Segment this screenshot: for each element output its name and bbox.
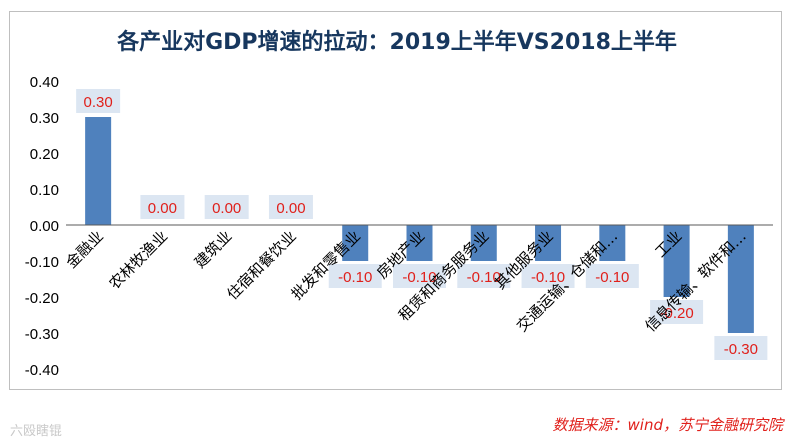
data-label: -0.20 bbox=[659, 305, 693, 322]
data-label: 0.00 bbox=[212, 200, 241, 217]
watermark: 六殴瞎锟 bbox=[10, 424, 63, 439]
data-label: 0.00 bbox=[276, 200, 305, 217]
data-label-bg bbox=[457, 264, 511, 288]
data-label-bg bbox=[393, 264, 446, 288]
data-label: -0.10 bbox=[467, 269, 501, 286]
chart-frame: 各产业对GDP增速的拉动：2019上半年VS2018上半年 0.40 0.30 0.2… bbox=[9, 11, 782, 390]
data-label-bg bbox=[650, 300, 704, 324]
data-label: -0.10 bbox=[338, 269, 372, 286]
y-tick-label: 0.40 bbox=[30, 74, 59, 91]
y-tick-label: -0.10 bbox=[25, 254, 59, 271]
bar bbox=[470, 225, 497, 261]
data-label-bg bbox=[328, 264, 382, 288]
bar bbox=[663, 225, 690, 297]
y-tick-label: -0.40 bbox=[25, 362, 59, 379]
data-label-bg bbox=[204, 195, 249, 219]
bar bbox=[727, 225, 754, 333]
y-tick-label: -0.30 bbox=[25, 326, 59, 343]
x-category-label: 金融业 bbox=[62, 227, 107, 272]
data-label-bg bbox=[140, 195, 185, 219]
data-label-bg bbox=[585, 264, 639, 288]
data-label-bg bbox=[268, 195, 313, 219]
chart-title: 各产业对GDP增速的拉动：2019上半年VS2018上半年 bbox=[116, 29, 677, 55]
x-category-label: 农林牧渔业 bbox=[105, 227, 171, 293]
x-category-label: 建筑业 bbox=[191, 227, 236, 272]
data-label: -0.10 bbox=[595, 269, 629, 286]
data-label: -0.10 bbox=[531, 269, 565, 286]
data-label-bg bbox=[76, 89, 121, 113]
chart-svg: 各产业对GDP增速的拉动：2019上半年VS2018上半年 0.40 0.30 0.2… bbox=[25, 29, 773, 379]
bar bbox=[599, 225, 626, 261]
y-tick-label: 0.20 bbox=[30, 146, 59, 163]
data-label: -0.30 bbox=[724, 341, 758, 358]
bar bbox=[85, 117, 112, 225]
bar bbox=[342, 225, 369, 261]
y-tick-label: 0.00 bbox=[30, 218, 59, 235]
y-tick-label: -0.20 bbox=[25, 290, 59, 307]
data-label: 0.30 bbox=[84, 94, 113, 111]
bar bbox=[535, 225, 562, 261]
data-label: 0.00 bbox=[148, 200, 177, 217]
y-tick-label: 0.30 bbox=[30, 110, 59, 127]
data-label: -0.10 bbox=[402, 269, 436, 286]
data-label-bg bbox=[714, 336, 768, 360]
y-tick-label: 0.10 bbox=[30, 182, 59, 199]
data-source-note: 数据来源：wind，苏宁金融研究院 bbox=[552, 416, 783, 434]
bar bbox=[406, 225, 433, 261]
data-label-bg bbox=[521, 264, 575, 288]
